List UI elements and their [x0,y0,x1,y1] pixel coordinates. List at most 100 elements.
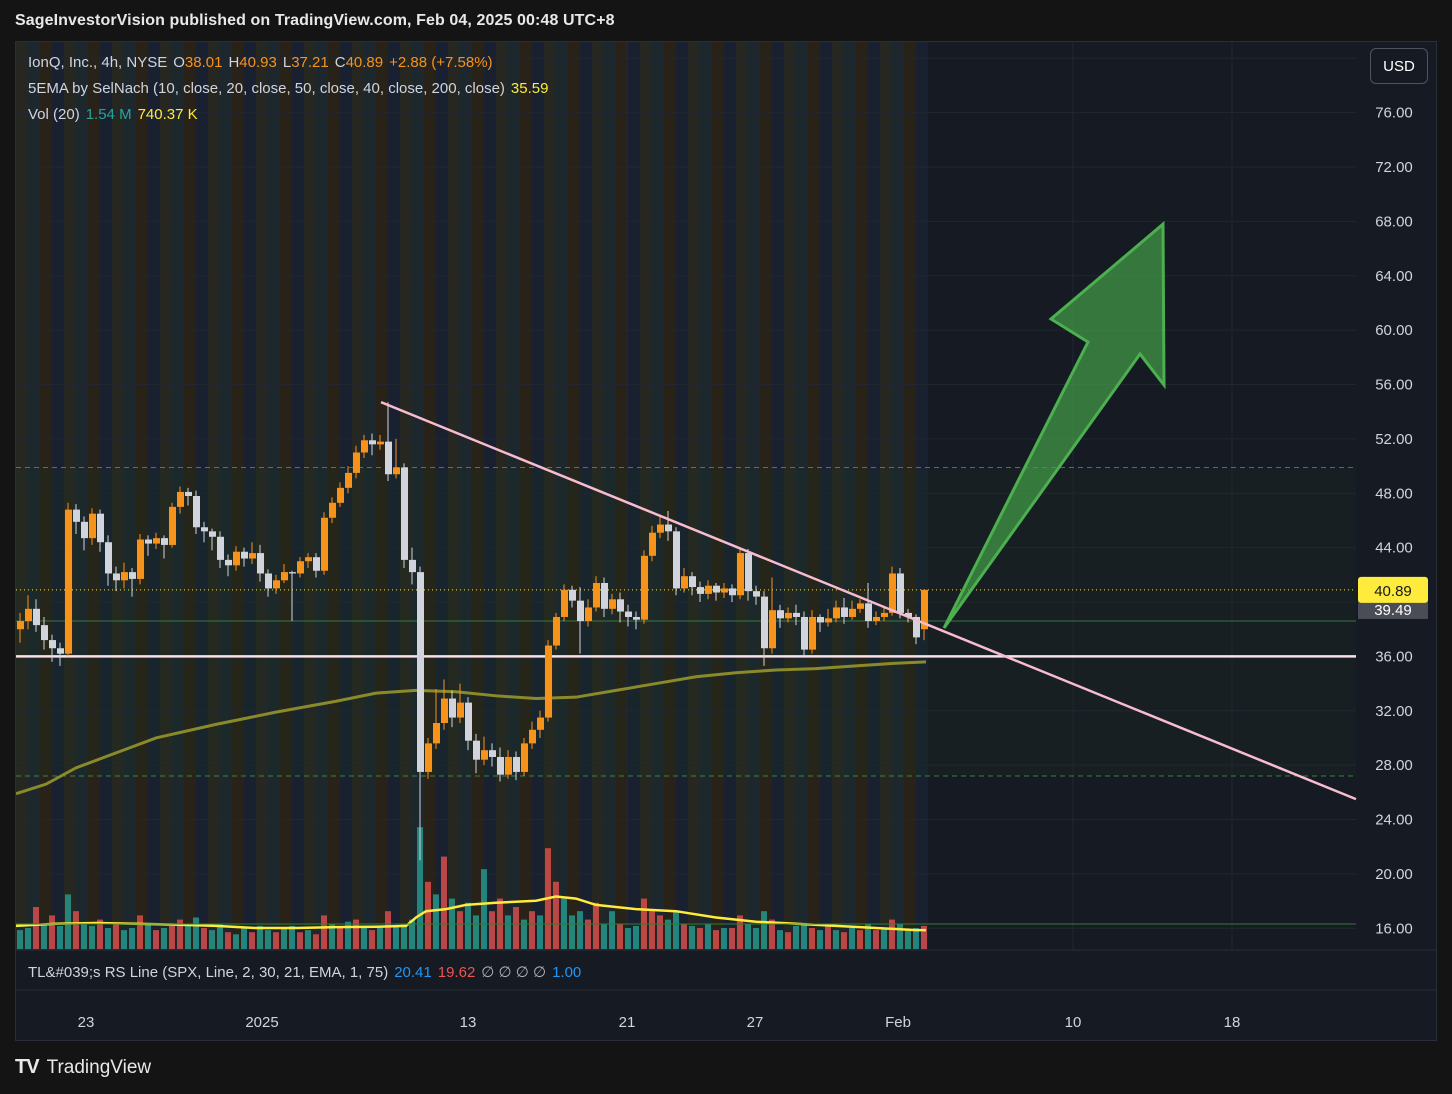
session-band [304,42,316,950]
y-tick-label: 68.00 [1375,213,1413,230]
candle-body [161,538,168,545]
volume-bar [409,919,415,949]
ema200-line [16,660,927,796]
volume-bar [217,923,223,949]
candle-body [473,740,480,760]
volume-bar [745,923,751,949]
drawings-layer [380,220,1357,801]
currency-button[interactable]: USD [1370,48,1428,84]
y-tick-label: 28.00 [1375,757,1413,774]
candle-body [281,572,288,581]
candle-body [449,698,456,718]
candle-body [113,573,120,581]
legend-low-label: L [282,54,292,71]
candle-body [697,587,704,594]
legend-vol-label[interactable]: Vol (20) [28,106,80,123]
candle-body [121,572,128,581]
legend-high: 40.93 [239,54,277,71]
volume-bar [241,928,247,949]
session-band [280,42,292,950]
y-tick-label: 24.00 [1375,812,1413,829]
candle-body [769,610,776,649]
volume-bar [337,928,343,949]
session-band [364,42,376,950]
candle-body [241,551,248,559]
volume-bar [625,928,631,949]
candle-body [785,612,792,619]
legend-change: +2.88 (+7.58%) [389,54,493,71]
candle-body [393,467,400,475]
candle-body [753,591,760,597]
legend-vol-value: 1.54 M [85,106,132,123]
volume-bar [873,930,879,949]
session-band [268,42,280,950]
volume-bar [761,911,767,949]
candle-body [897,573,904,613]
legend-rs-label[interactable]: TL&#039;s RS Line (SPX, Line, 2, 30, 21,… [28,964,389,981]
legend-volume[interactable]: Vol (20) 1.54 M 740.37 K [28,106,204,123]
chart-svg[interactable]: 80.0076.0072.0068.0064.0060.0056.0052.00… [16,42,1436,1040]
legend-ema-label[interactable]: 5EMA by SelNach (10, close, 20, close, 5… [28,80,505,97]
candle-body [857,603,864,609]
tradingview-logo[interactable]: TV TradingView [15,1056,151,1079]
chart-frame[interactable]: 80.0076.0072.0068.0064.0060.0056.0052.00… [15,41,1437,1041]
candle-body [457,702,464,718]
candle-body [409,559,416,573]
candle-body [233,551,240,566]
volume-bar [209,930,215,949]
volume-bar [257,925,263,949]
candle-body [593,582,600,608]
volume-bar [737,915,743,949]
volume-bar [273,932,279,949]
volume-bar [145,923,151,949]
volume-bar [113,923,119,949]
session-band [196,42,208,950]
volume-bar [297,932,303,949]
candle-body [17,621,24,630]
volume-bar [513,907,519,949]
volume-bar [521,919,527,949]
session-band [112,42,124,950]
session-band [28,42,40,950]
legend-rs-line[interactable]: TL&#039;s RS Line (SPX, Line, 2, 30, 21,… [28,963,587,981]
x-tick-label: 13 [460,1014,477,1031]
candle-body [265,573,272,589]
candle-body [737,553,744,596]
candle-body [681,576,688,589]
volume-bar [185,923,191,949]
y-tick-label: 64.00 [1375,268,1413,285]
candle-body [505,756,512,775]
tradingview-logo-icon: TV [15,1056,40,1078]
volume-bar [633,925,639,949]
volume-bar [377,925,383,949]
candle-body [921,589,928,630]
volume-bar [73,911,79,949]
candle-body [865,603,872,622]
candle-body [601,582,608,609]
volume-bar [369,930,375,949]
volume-bar [233,934,239,949]
volume-bar [33,907,39,949]
session-band [592,42,604,950]
session-band [820,42,832,950]
axes-layer: 80.0076.0072.0068.0064.0060.0056.0052.00… [16,50,1436,1040]
volume-bar [321,915,327,949]
volume-bar [473,915,479,949]
candle-body [345,472,352,488]
legend-ema[interactable]: 5EMA by SelNach (10, close, 20, close, 5… [28,80,554,97]
volume-bar [833,930,839,949]
session-band [904,42,916,950]
volume-bar [777,930,783,949]
volume-bar [537,915,543,949]
candle-body [545,645,552,718]
session-band [148,42,160,950]
session-band [772,42,784,950]
volume-bar [577,911,583,949]
x-tick-label: 10 [1065,1014,1082,1031]
legend-symbol[interactable]: IonQ, Inc., 4h, NYSE [28,54,168,71]
session-band [784,42,796,950]
candle-body [649,532,656,556]
volume-bar [897,923,903,949]
session-band [340,42,352,950]
candle-body [177,491,184,507]
